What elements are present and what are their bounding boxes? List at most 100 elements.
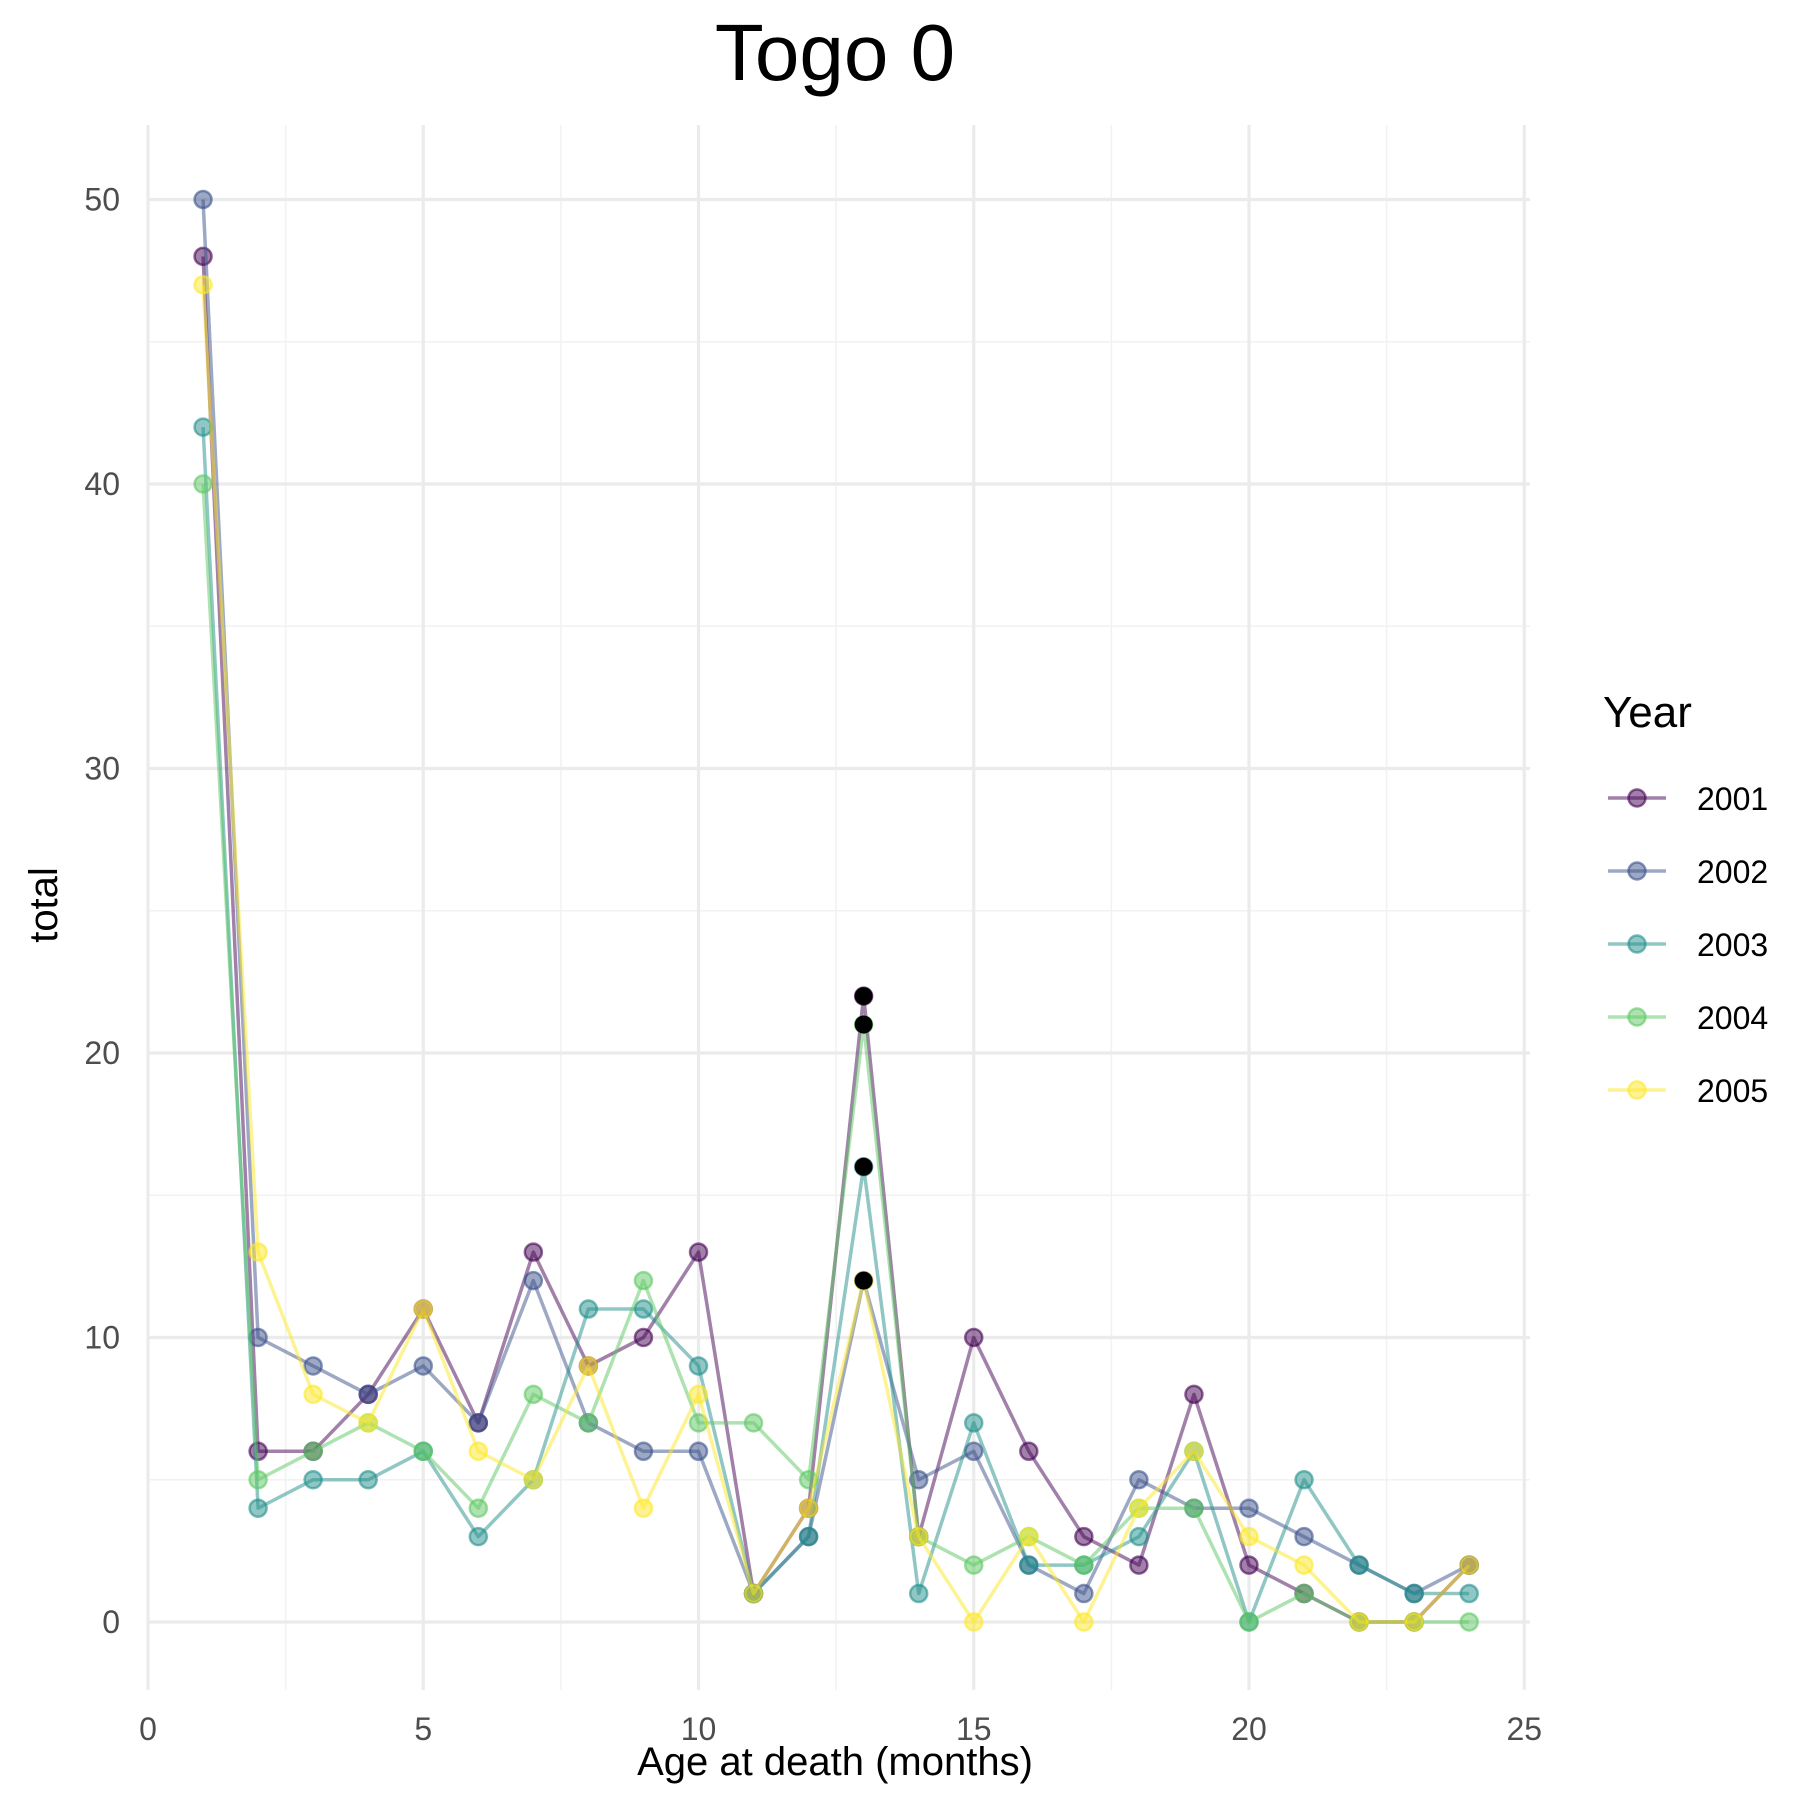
data-point xyxy=(1239,1612,1259,1632)
legend-key-point xyxy=(1627,788,1647,808)
data-point xyxy=(1294,1555,1314,1575)
data-point xyxy=(964,1413,984,1433)
data-point xyxy=(1349,1555,1369,1575)
y-tick-label: 20 xyxy=(84,1035,120,1071)
legend-item-2004: 2004 xyxy=(1608,1000,1768,1036)
data-point xyxy=(633,1498,654,1518)
data-point xyxy=(523,1242,544,1262)
data-point xyxy=(1459,1583,1479,1604)
data-point xyxy=(1074,1583,1094,1604)
legend-label: 2005 xyxy=(1697,1073,1768,1109)
data-point xyxy=(1294,1470,1314,1490)
data-point xyxy=(964,1612,984,1632)
data-point xyxy=(468,1498,489,1518)
data-point xyxy=(688,1384,709,1405)
data-point xyxy=(633,1270,654,1291)
y-axis-ticks: 0 10 20 30 40 50 xyxy=(84,182,120,1641)
data-point xyxy=(798,1526,819,1547)
data-point xyxy=(578,1413,599,1433)
data-point xyxy=(1184,1441,1204,1462)
data-point xyxy=(523,1470,544,1490)
highlight-points xyxy=(854,987,873,1290)
data-point xyxy=(1019,1555,1039,1575)
data-point xyxy=(248,1498,268,1518)
y-tick-label: 30 xyxy=(84,751,120,787)
data-point xyxy=(303,1384,323,1405)
series-line xyxy=(201,284,1471,1624)
x-axis-ticks: 0 5 10 15 20 25 xyxy=(139,1711,1542,1747)
legend-key-point xyxy=(1627,1007,1647,1027)
highlight-point xyxy=(854,1271,873,1290)
data-point xyxy=(578,1299,599,1319)
legend-item-2002: 2002 xyxy=(1608,854,1768,890)
y-axis-title: total xyxy=(22,867,66,943)
data-point xyxy=(248,1470,268,1490)
data-point xyxy=(743,1583,764,1604)
gridlines xyxy=(146,125,1530,1690)
data-point xyxy=(1074,1555,1094,1575)
data-point xyxy=(964,1555,984,1575)
data-point xyxy=(193,189,213,210)
data-point xyxy=(578,1356,599,1376)
data-point xyxy=(1404,1583,1424,1604)
y-tick-label: 50 xyxy=(84,182,120,218)
y-tick-label: 10 xyxy=(84,1320,120,1356)
data-point xyxy=(633,1299,654,1319)
x-tick-label: 15 xyxy=(956,1711,992,1747)
x-tick-label: 25 xyxy=(1506,1711,1542,1747)
data-point xyxy=(468,1413,489,1433)
data-point xyxy=(193,474,213,494)
data-point xyxy=(413,1441,433,1462)
data-point xyxy=(523,1384,544,1405)
series-line xyxy=(201,199,1471,1596)
data-point xyxy=(358,1470,378,1490)
data-point xyxy=(1129,1555,1149,1575)
data-point xyxy=(1404,1612,1424,1632)
data-point xyxy=(633,1441,654,1462)
data-point xyxy=(908,1526,929,1547)
data-point xyxy=(1239,1498,1259,1518)
x-tick-label: 5 xyxy=(414,1711,432,1747)
data-point xyxy=(688,1242,709,1262)
legend-item-2001: 2001 xyxy=(1608,781,1768,817)
legend-key-point xyxy=(1627,934,1647,954)
data-point xyxy=(798,1498,819,1518)
x-axis-title: Age at death (months) xyxy=(637,1740,1033,1784)
legend-items: 2001 2002 2003 2004 2005 xyxy=(1608,781,1768,1109)
x-tick-label: 10 xyxy=(681,1711,717,1747)
legend-title: Year xyxy=(1603,688,1692,737)
legend-label: 2003 xyxy=(1697,927,1768,963)
data-point xyxy=(468,1441,489,1462)
legend-key-point xyxy=(1627,1080,1647,1100)
data-point xyxy=(303,1441,323,1462)
data-point xyxy=(908,1583,929,1604)
data-point xyxy=(193,417,213,437)
highlight-point xyxy=(854,1157,873,1176)
data-point xyxy=(688,1356,709,1376)
data-point xyxy=(1294,1583,1314,1604)
legend-label: 2001 xyxy=(1697,781,1768,817)
y-tick-label: 0 xyxy=(102,1604,120,1640)
data-point xyxy=(1019,1526,1039,1547)
legend-label: 2004 xyxy=(1697,1000,1768,1036)
data-point xyxy=(1294,1526,1314,1547)
data-point xyxy=(303,1470,323,1490)
data-point xyxy=(633,1327,654,1348)
data-point xyxy=(523,1270,544,1291)
chart-title: Togo 0 xyxy=(715,8,955,97)
data-point xyxy=(1184,1498,1204,1518)
legend-label: 2002 xyxy=(1697,854,1768,890)
data-point xyxy=(1459,1555,1479,1575)
data-point xyxy=(193,246,213,267)
series-line xyxy=(201,427,1470,1624)
series-line xyxy=(201,483,1470,1624)
highlight-point xyxy=(854,987,873,1006)
legend-key-point xyxy=(1627,861,1647,881)
data-point xyxy=(358,1384,378,1405)
data-point xyxy=(358,1413,378,1433)
data-point xyxy=(743,1413,764,1433)
data-point xyxy=(1074,1526,1094,1547)
x-tick-label: 0 xyxy=(139,1711,157,1747)
data-point xyxy=(964,1327,984,1348)
